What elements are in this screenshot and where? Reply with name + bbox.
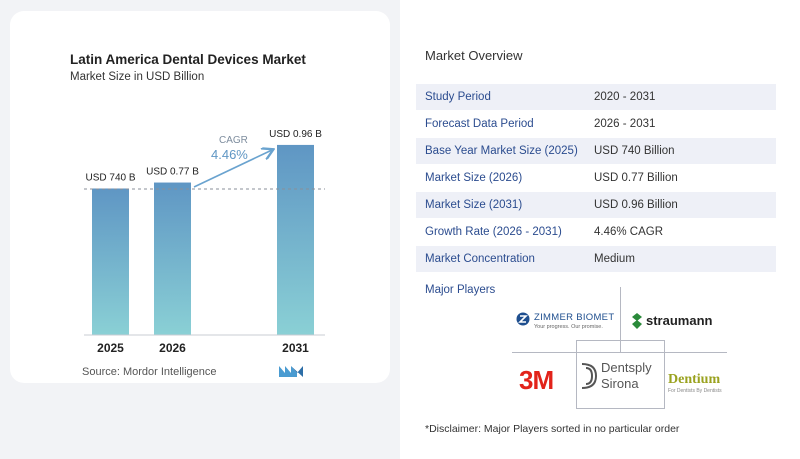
overview-value: 2026 - 2031 bbox=[594, 118, 656, 130]
dentsply-icon bbox=[581, 363, 598, 389]
divider bbox=[576, 340, 665, 341]
overview-label: Forecast Data Period bbox=[425, 118, 534, 130]
overview-value: USD 0.77 Billion bbox=[594, 172, 678, 184]
dentium-logo: Dentium For Dentists By Dentists bbox=[668, 372, 722, 394]
major-players-title: Major Players bbox=[425, 284, 496, 296]
dentium-tagline: For Dentists By Dentists bbox=[668, 388, 722, 394]
x-tick-label: 2025 bbox=[97, 341, 124, 355]
zimmer-tagline: Your progress. Our promise. bbox=[534, 324, 603, 330]
dentsply-name1: Dentsply bbox=[601, 360, 652, 375]
divider bbox=[576, 408, 665, 409]
overview-table: Study Period 2020 - 2031 Forecast Data Per… bbox=[416, 84, 776, 273]
overview-row: Market Size (2031) USD 0.96 Billion bbox=[416, 192, 776, 219]
overview-row: Study Period 2020 - 2031 bbox=[416, 84, 776, 111]
divider bbox=[664, 340, 665, 408]
bar-value-label: USD 0.96 B bbox=[269, 129, 322, 140]
chart-title: Latin America Dental Devices Market bbox=[70, 52, 306, 67]
zimmer-name: ZIMMER BIOMET bbox=[534, 312, 615, 323]
straumann-icon bbox=[632, 313, 642, 329]
overview-row: Market Size (2026) USD 0.77 Billion bbox=[416, 165, 776, 192]
chart-subtitle: Market Size in USD Billion bbox=[70, 71, 205, 83]
overview-label: Study Period bbox=[425, 91, 491, 103]
overview-value: USD 0.96 Billion bbox=[594, 199, 678, 211]
overview-row: Forecast Data Period 2026 - 2031 bbox=[416, 111, 776, 138]
zimmer-icon bbox=[516, 312, 530, 326]
straumann-name: straumann bbox=[646, 313, 713, 328]
divider bbox=[512, 352, 727, 353]
dentium-name: Dentium bbox=[668, 372, 721, 387]
x-tick-label: 2031 bbox=[282, 341, 309, 355]
disclaimer-text: *Disclaimer: Major Players sorted in no … bbox=[425, 423, 680, 435]
divider bbox=[576, 340, 577, 408]
source-text: Source: Mordor Intelligence bbox=[82, 366, 217, 378]
overview-row: Growth Rate (2026 - 2031) 4.46% CAGR bbox=[416, 219, 776, 246]
cagr-value: 4.46% bbox=[211, 147, 248, 162]
overview-label: Market Concentration bbox=[425, 253, 535, 265]
bar-value-label: USD 0.77 B bbox=[146, 167, 199, 178]
bar-2026 bbox=[154, 182, 191, 335]
overview-value: USD 740 Billion bbox=[594, 145, 675, 157]
bar-chart: CAGR 4.46% USD 740 B 2025 USD 0.77 B 2026 US… bbox=[84, 129, 325, 355]
3m-logo: 3M bbox=[519, 365, 554, 395]
cagr-arrow bbox=[193, 150, 272, 188]
overview-row: Base Year Market Size (2025) USD 740 Bill… bbox=[416, 138, 776, 165]
divider bbox=[620, 287, 621, 352]
cagr-label: CAGR bbox=[219, 135, 248, 146]
overview-label: Growth Rate (2026 - 2031) bbox=[425, 226, 562, 238]
overview-label: Market Size (2031) bbox=[425, 199, 523, 211]
mordor-logo-icon bbox=[279, 366, 303, 377]
bar-value-label: USD 740 B bbox=[85, 172, 135, 183]
overview-row: Market Concentration Medium bbox=[416, 246, 776, 273]
overview-value: 2020 - 2031 bbox=[594, 91, 656, 103]
overview-value: Medium bbox=[594, 253, 635, 265]
x-tick-label: 2026 bbox=[159, 341, 186, 355]
overview-value: 4.46% CAGR bbox=[594, 226, 664, 238]
chart-card bbox=[10, 11, 390, 383]
bar-2025 bbox=[92, 188, 129, 335]
overview-label: Base Year Market Size (2025) bbox=[425, 145, 578, 157]
bar-2031 bbox=[277, 144, 314, 335]
overview-label: Market Size (2026) bbox=[425, 172, 523, 184]
overview-title: Market Overview bbox=[425, 48, 523, 63]
dentsply-name2: Sirona bbox=[601, 376, 639, 391]
